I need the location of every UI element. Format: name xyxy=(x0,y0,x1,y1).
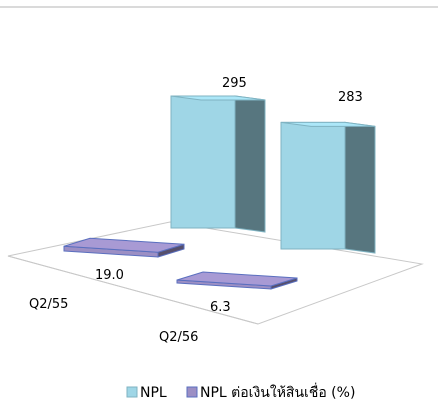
data-label-npl-q2-56: 283 xyxy=(338,90,363,105)
bar-1-0 xyxy=(63,237,185,258)
bar-side-face xyxy=(234,95,266,233)
data-label-pct-q2-56: 6.3 xyxy=(210,300,231,315)
bar-top-face xyxy=(280,121,376,127)
legend-swatch-npl xyxy=(126,386,138,398)
bar-top-face xyxy=(176,271,298,287)
category-label-q2-56: Q2/56 xyxy=(159,330,198,345)
data-label-npl-q2-55: 295 xyxy=(222,76,247,91)
legend-swatch-npl-pct xyxy=(186,386,198,398)
data-label-pct-q2-55: 19.0 xyxy=(95,268,124,283)
bar-front-face xyxy=(280,121,346,250)
bar-side-face xyxy=(344,121,376,254)
bar-top-face xyxy=(170,95,266,101)
bar-0-0 xyxy=(170,95,266,233)
bar-front-face xyxy=(170,95,236,229)
legend-label-npl-pct: NPL ต่อเงินให้สินเชื่อ (%) xyxy=(200,383,355,401)
category-label-q2-55: Q2/55 xyxy=(29,297,68,312)
bar-top-face xyxy=(63,237,185,253)
bar-0-1 xyxy=(280,121,376,254)
bar-1-1 xyxy=(176,271,298,290)
chart-legend: NPL NPL ต่อเงินให้สินเชื่อ (%) xyxy=(126,383,355,401)
floor-edge xyxy=(7,255,259,325)
legend-label-npl: NPL xyxy=(140,385,167,401)
